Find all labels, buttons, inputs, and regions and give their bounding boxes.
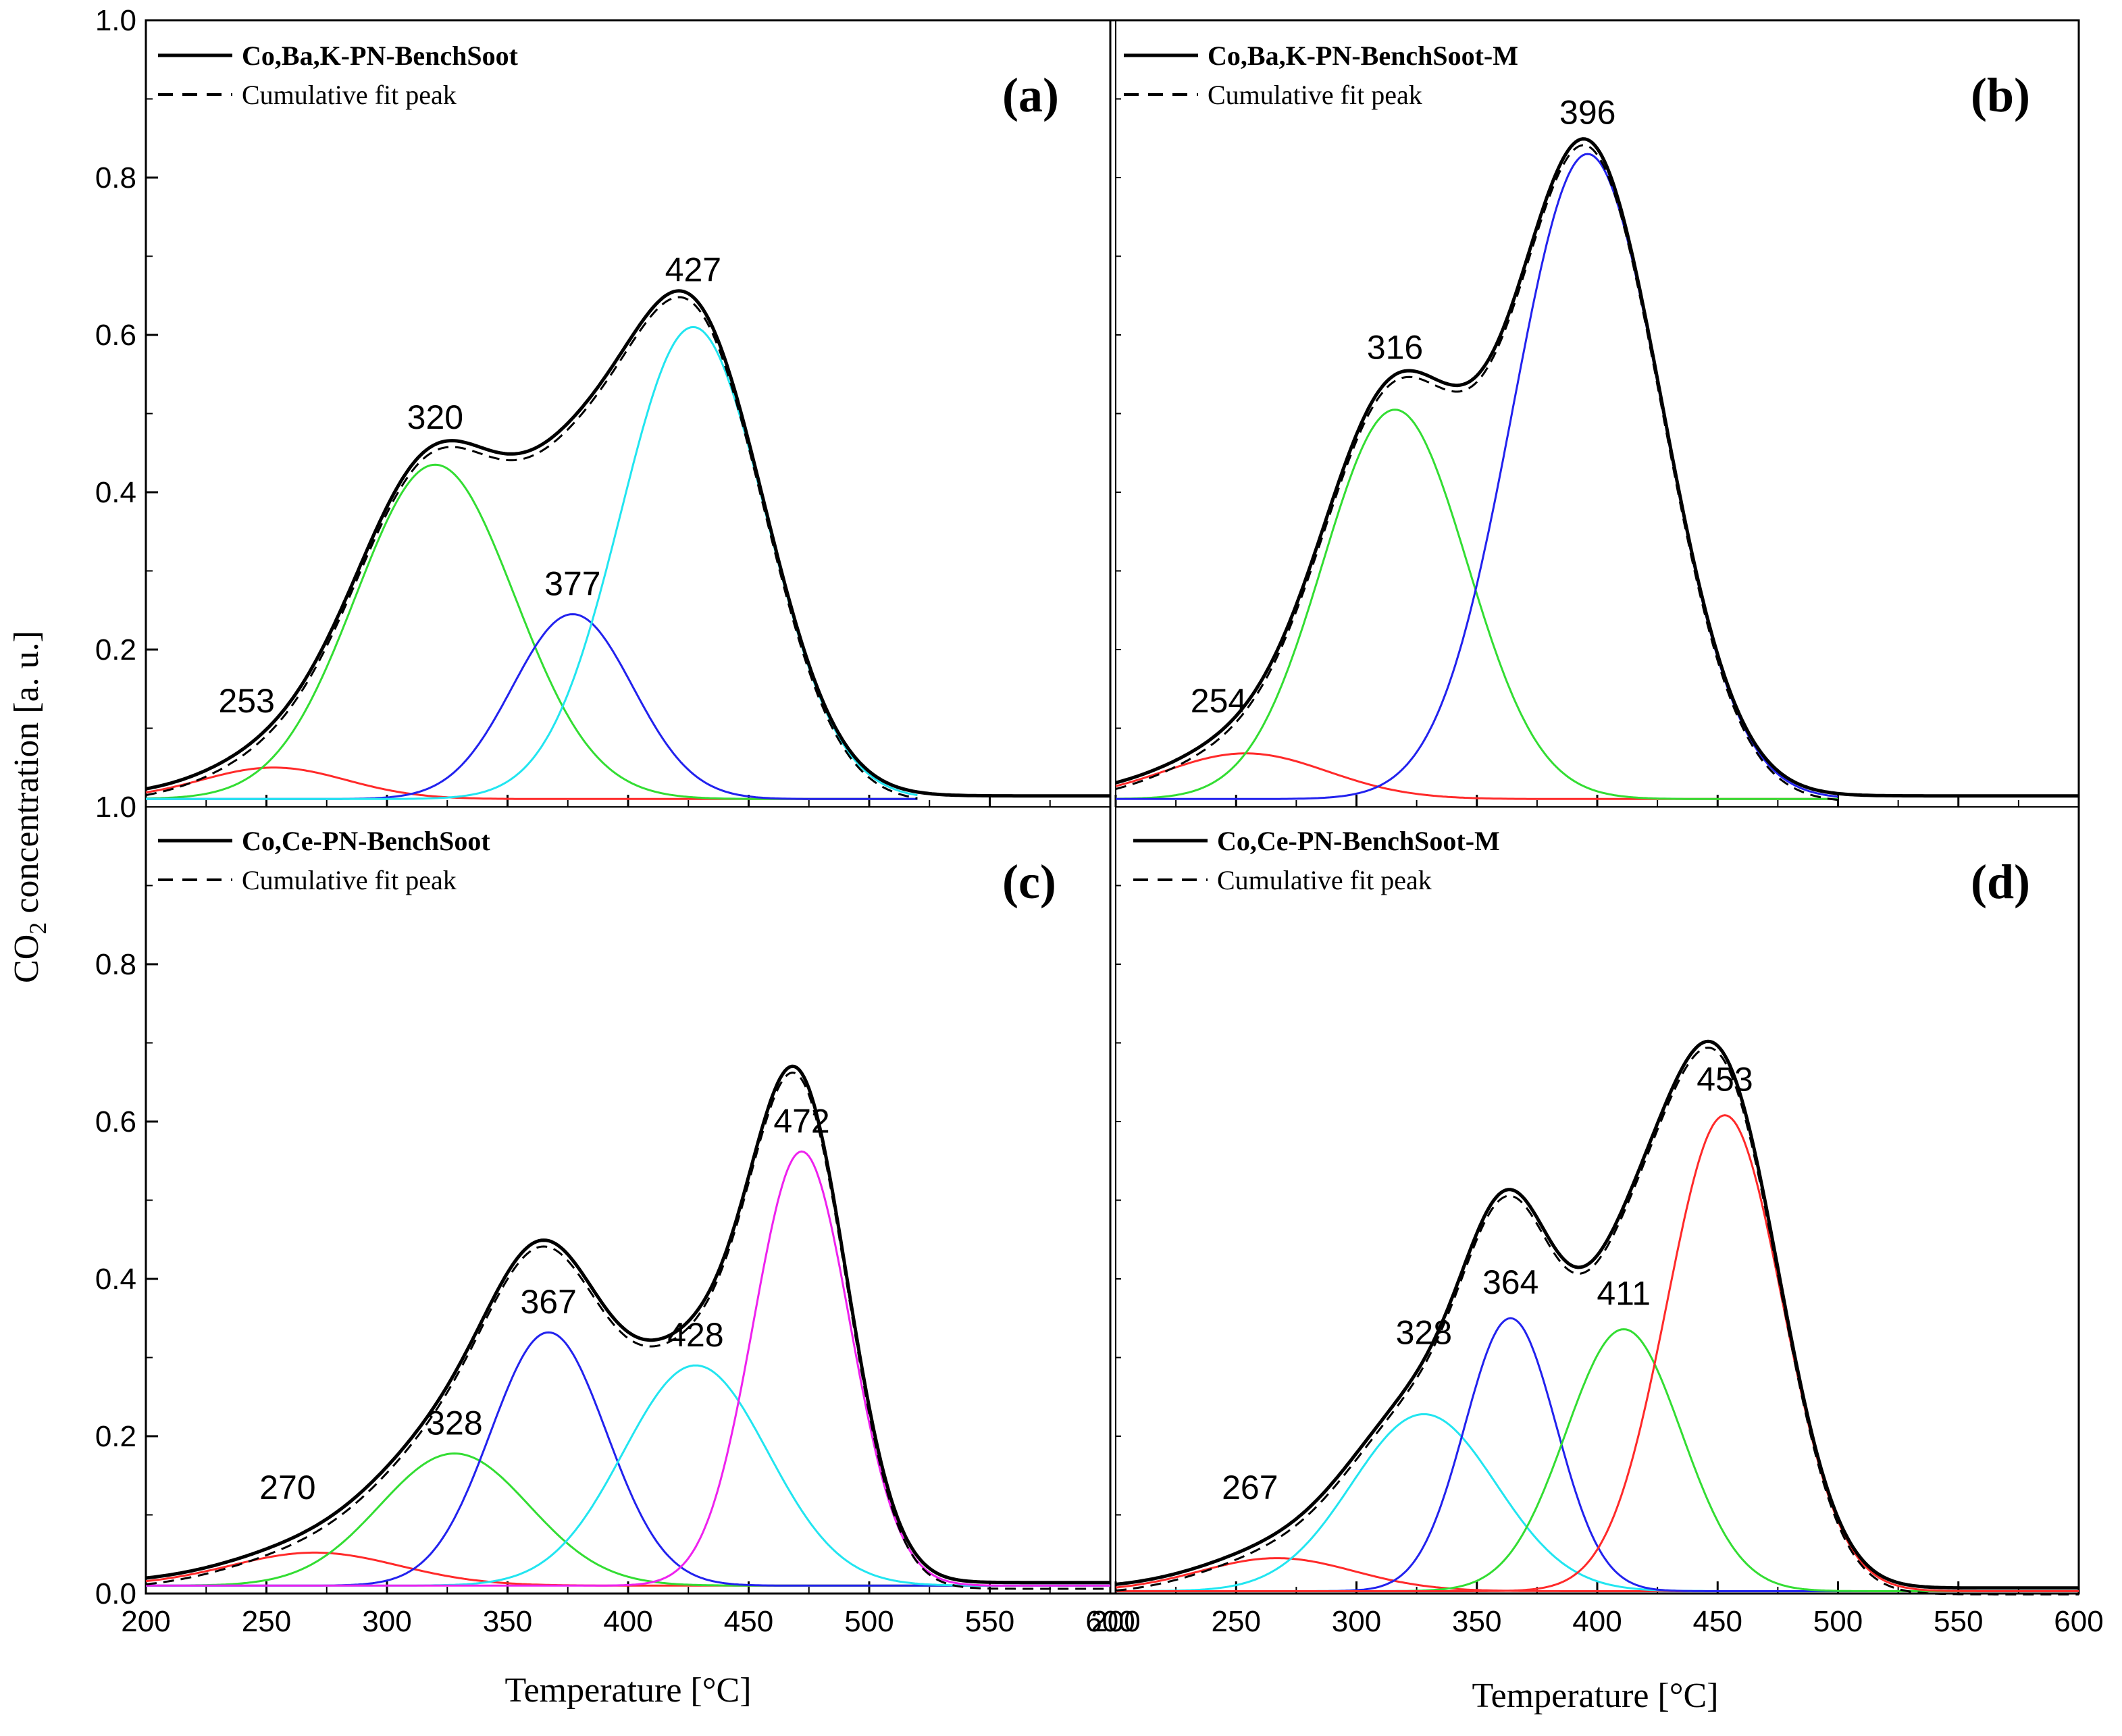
cumulative-fit-curve-a <box>145 296 918 799</box>
peak-label-a-253: 253 <box>218 682 274 720</box>
y-tick-label-boundary: 1.0 <box>95 791 136 824</box>
measured-curve-b <box>1115 137 2079 798</box>
x-axis-label-right: Temperature [°C] <box>1472 1677 1718 1715</box>
axis-ticks: 0.0 0.2 0.4 0.6 0.8 0.2 0.4 0.6 0.8 1.0 1.0 200 250 3… <box>95 4 2104 1638</box>
panel-label-b: (b) <box>1971 68 2030 122</box>
legend-label-sample-d: Co,Ce-PN-BenchSoot-M <box>1217 826 1500 856</box>
x-tick-label-c: 450 <box>724 1605 773 1638</box>
measured-curve-d <box>1115 1039 2079 1590</box>
peak-label-a-377: 377 <box>544 565 600 603</box>
y-tick-label: 0.6 <box>95 319 136 352</box>
y-tick-label: 0.6 <box>95 1105 136 1138</box>
peak-labels: 253 320 377 427 (a) 254 316 396 (b) 270 328 367 428 4… <box>218 68 2030 1506</box>
curves <box>145 137 2079 1596</box>
measured-curve-a <box>145 289 1110 798</box>
peak-label-c-472: 472 <box>773 1102 829 1140</box>
x-axis-label-left: Temperature [°C] <box>504 1671 751 1710</box>
x-tick-label-c: 300 <box>362 1605 411 1638</box>
peak-curve-a-427 <box>146 325 918 800</box>
peak-curve-d-453 <box>1116 1114 2079 1592</box>
cumulative-fit-curve-b <box>1115 144 1838 801</box>
x-tick-label-d: 350 <box>1452 1605 1501 1638</box>
legends: Co,Ba,K-PN-BenchSoot Cumulative fit peak C… <box>158 41 1518 895</box>
panel-label-a: (a) <box>1002 68 1059 122</box>
x-tick-label-d: 600 <box>2054 1605 2103 1638</box>
peak-label-d-364: 364 <box>1482 1263 1538 1301</box>
legend-label-sample-c: Co,Ce-PN-BenchSoot <box>242 826 490 856</box>
x-tick-label-d: 400 <box>1572 1605 1622 1638</box>
peak-curve-c-367 <box>146 1331 1110 1587</box>
y-tick-label: 0.2 <box>95 633 136 666</box>
cumulative-fit-curve-c <box>145 1071 1110 1590</box>
legend-label-fit-d: Cumulative fit peak <box>1217 865 1432 895</box>
y-axis-label: CO2 concentration [a. u.] <box>7 631 51 983</box>
peak-label-a-320: 320 <box>407 398 463 436</box>
x-tick-label-c: 250 <box>242 1605 291 1638</box>
y-tick-label: 0.2 <box>95 1420 136 1453</box>
peak-label-b-396: 396 <box>1559 94 1615 132</box>
measured-curve-c <box>145 1064 1110 1585</box>
peak-label-c-367: 367 <box>520 1283 576 1321</box>
y-tick-label: 1.0 <box>95 4 136 37</box>
x-tick-label-c: 500 <box>844 1605 894 1638</box>
peak-curve-c-472 <box>146 1150 1110 1587</box>
x-tick-label-c: 200 <box>121 1605 170 1638</box>
y-tick-label: 0.4 <box>95 1263 136 1296</box>
peak-curve-b-316 <box>1116 409 1838 800</box>
x-tick-label-c: 550 <box>965 1605 1014 1638</box>
cumulative-fit-curve-d <box>1115 1047 2079 1596</box>
x-tick-label-d: 450 <box>1693 1605 1742 1638</box>
peak-label-c-270: 270 <box>259 1469 315 1506</box>
x-tick-label-d: 500 <box>1813 1605 1863 1638</box>
x-tick-label-d: 250 <box>1212 1605 1261 1638</box>
y-tick-label: 0.0 <box>95 1577 136 1610</box>
x-tick-label-d: 200 <box>1091 1605 1140 1638</box>
x-tick-label-d: 550 <box>1934 1605 1983 1638</box>
peak-label-c-428: 428 <box>667 1316 723 1354</box>
peak-label-b-254: 254 <box>1191 682 1247 720</box>
legend-label-fit-c: Cumulative fit peak <box>242 865 457 895</box>
x-tick-label-c: 600 <box>1085 1605 1135 1638</box>
peak-label-a-427: 427 <box>665 251 721 289</box>
peak-label-d-411: 411 <box>1597 1274 1651 1312</box>
peak-label-d-328: 328 <box>1396 1313 1452 1351</box>
panel-label-d: (d) <box>1971 855 2030 909</box>
x-tick-label-d: 300 <box>1332 1605 1381 1638</box>
peak-label-d-453: 453 <box>1697 1061 1753 1099</box>
y-tick-label: 0.8 <box>95 161 136 194</box>
peak-label-d-267: 267 <box>1222 1469 1278 1506</box>
peak-curve-d-411 <box>1116 1328 2079 1592</box>
legend-label-sample-a: Co,Ba,K-PN-BenchSoot <box>242 41 519 71</box>
peak-label-c-328: 328 <box>426 1404 482 1442</box>
x-tick-label-c: 350 <box>483 1605 532 1638</box>
peak-curve-a-253 <box>145 766 918 800</box>
y-tick-label: 0.8 <box>95 948 136 981</box>
legend-label-fit-a: Cumulative fit peak <box>242 80 457 110</box>
y-tick-label: 0.4 <box>95 476 136 509</box>
legend-label-fit-b: Cumulative fit peak <box>1208 80 1422 110</box>
x-tick-label-c: 400 <box>603 1605 652 1638</box>
legend-label-sample-b: Co,Ba,K-PN-BenchSoot-M <box>1208 41 1518 71</box>
peak-label-b-316: 316 <box>1367 329 1423 367</box>
peak-curve-a-320 <box>145 463 918 800</box>
panel-label-c: (c) <box>1002 855 1056 909</box>
